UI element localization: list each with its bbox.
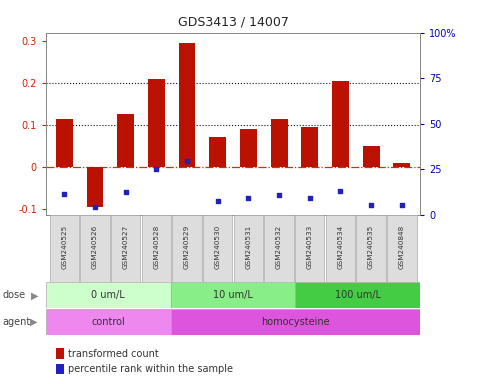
- Text: GSM240527: GSM240527: [123, 225, 128, 270]
- Point: [337, 188, 344, 194]
- Text: GSM240525: GSM240525: [61, 225, 67, 270]
- Point: [398, 202, 406, 209]
- Bar: [179, 43, 196, 167]
- FancyBboxPatch shape: [46, 282, 170, 308]
- Text: GSM240848: GSM240848: [399, 225, 405, 270]
- FancyBboxPatch shape: [295, 215, 325, 282]
- FancyBboxPatch shape: [387, 215, 416, 282]
- Text: 0 um/L: 0 um/L: [91, 290, 125, 300]
- Bar: [363, 146, 380, 167]
- Text: percentile rank within the sample: percentile rank within the sample: [68, 364, 233, 374]
- Text: GSM240533: GSM240533: [307, 225, 313, 270]
- Text: GSM240528: GSM240528: [153, 225, 159, 270]
- Text: dose: dose: [2, 290, 26, 300]
- Text: ▶: ▶: [30, 317, 38, 327]
- Bar: [240, 129, 257, 167]
- Text: control: control: [91, 317, 125, 327]
- FancyBboxPatch shape: [46, 309, 170, 335]
- FancyBboxPatch shape: [80, 215, 110, 282]
- Point: [367, 202, 375, 209]
- Text: agent: agent: [2, 317, 30, 327]
- Point: [306, 195, 313, 201]
- Bar: [148, 79, 165, 167]
- Bar: [332, 81, 349, 167]
- Point: [275, 192, 283, 199]
- Text: GSM240535: GSM240535: [368, 225, 374, 270]
- Bar: [270, 119, 287, 167]
- Point: [153, 166, 160, 172]
- Point: [214, 198, 222, 204]
- Text: homocysteine: homocysteine: [261, 317, 330, 327]
- Text: transformed count: transformed count: [68, 349, 158, 359]
- Bar: [301, 127, 318, 167]
- Point: [91, 204, 99, 210]
- Text: GSM240526: GSM240526: [92, 225, 98, 270]
- FancyBboxPatch shape: [172, 215, 202, 282]
- Text: ▶: ▶: [31, 290, 39, 300]
- Bar: [86, 167, 103, 207]
- FancyBboxPatch shape: [50, 215, 79, 282]
- Text: 100 um/L: 100 um/L: [335, 290, 381, 300]
- Bar: [209, 137, 226, 167]
- FancyBboxPatch shape: [326, 215, 355, 282]
- Text: GDS3413 / 14007: GDS3413 / 14007: [178, 15, 288, 28]
- Point: [244, 195, 252, 201]
- Text: GSM240529: GSM240529: [184, 225, 190, 270]
- FancyBboxPatch shape: [170, 282, 296, 308]
- FancyBboxPatch shape: [264, 215, 294, 282]
- Text: 10 um/L: 10 um/L: [213, 290, 253, 300]
- FancyBboxPatch shape: [356, 215, 386, 282]
- FancyBboxPatch shape: [142, 215, 171, 282]
- Point: [183, 157, 191, 164]
- Text: GSM240530: GSM240530: [215, 225, 221, 270]
- Text: GSM240532: GSM240532: [276, 225, 282, 270]
- Bar: [393, 163, 410, 167]
- FancyBboxPatch shape: [170, 309, 420, 335]
- Point: [60, 191, 68, 197]
- Bar: [117, 114, 134, 167]
- FancyBboxPatch shape: [203, 215, 232, 282]
- Point: [122, 189, 129, 195]
- Text: GSM240534: GSM240534: [338, 225, 343, 270]
- Text: GSM240531: GSM240531: [245, 225, 251, 270]
- FancyBboxPatch shape: [296, 282, 420, 308]
- FancyBboxPatch shape: [111, 215, 141, 282]
- Bar: [56, 119, 73, 167]
- FancyBboxPatch shape: [234, 215, 263, 282]
